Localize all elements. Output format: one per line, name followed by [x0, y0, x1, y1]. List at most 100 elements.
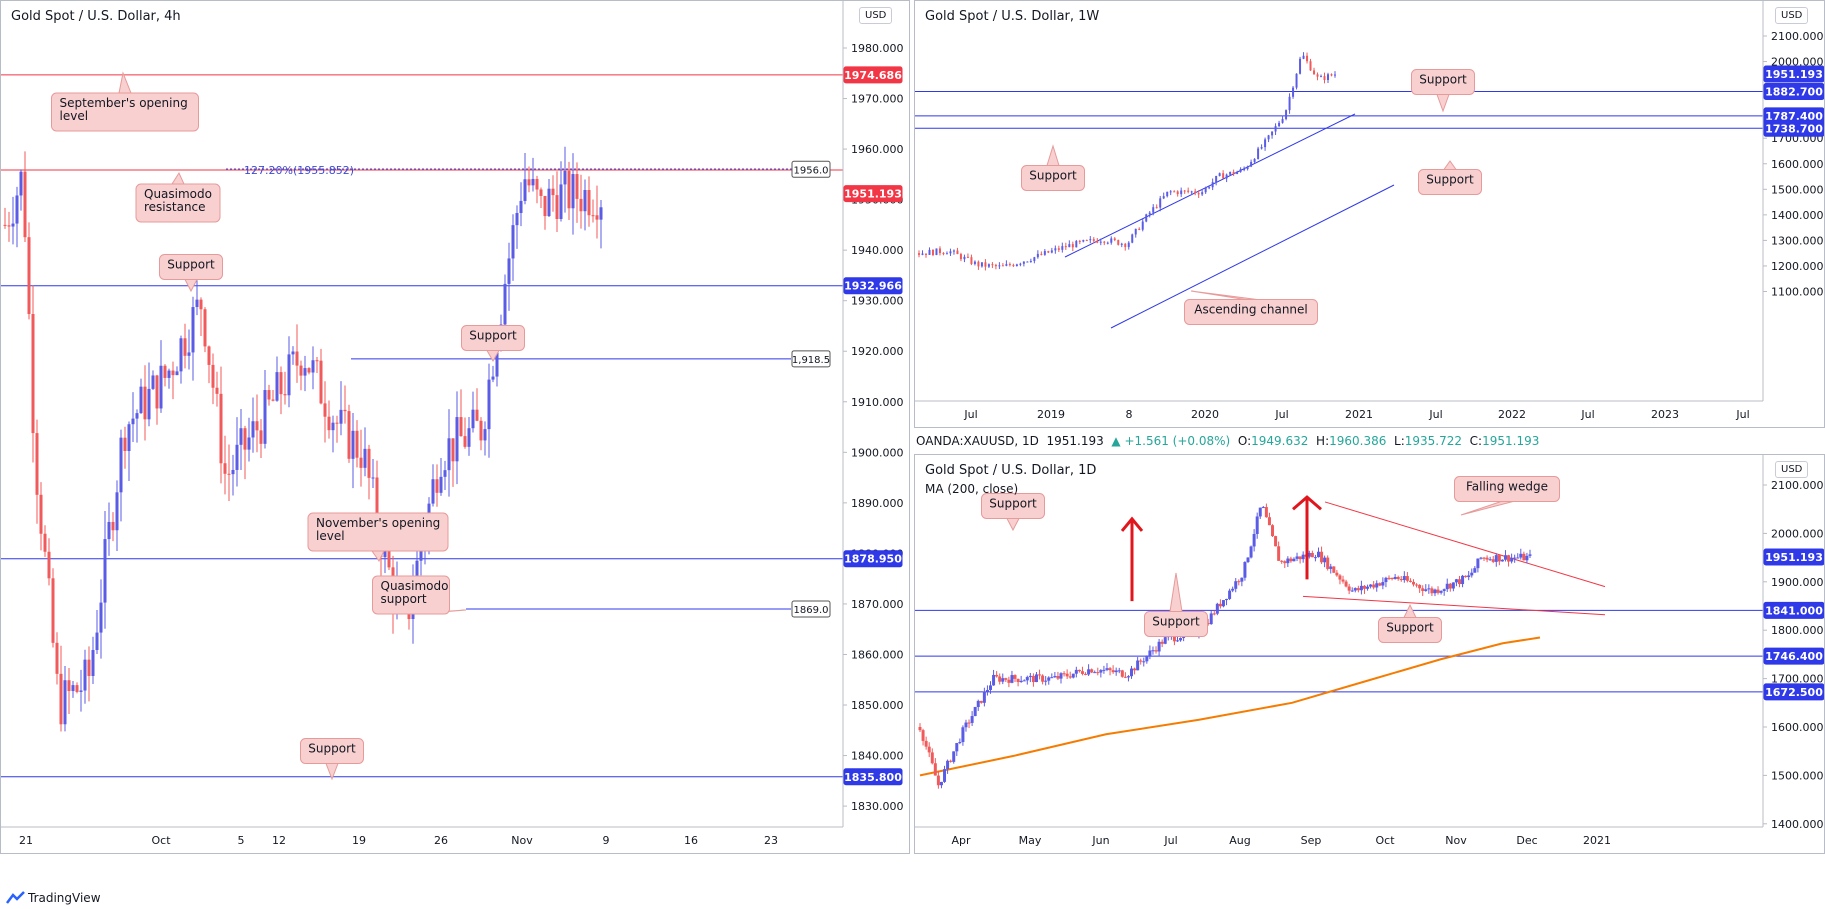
candle-1d-candle: [1396, 576, 1400, 579]
candle-1w-candle: [1155, 207, 1158, 209]
candle-1d-candle: [1255, 516, 1259, 534]
axis-4h-tick-label: 1860.000: [851, 648, 904, 661]
candle-1d-candle: [1034, 674, 1038, 683]
candle-1w-candle: [1145, 214, 1148, 222]
note-ascending-channel-pointer: [1190, 290, 1258, 300]
candle-4h-candle: [347, 411, 351, 459]
candle-1w-candle: [1183, 190, 1186, 192]
candle-4h-candle: [227, 473, 231, 475]
candle-1d-candle: [1053, 676, 1057, 678]
candle-1d-candle: [1366, 586, 1370, 589]
candle-4h-candle: [95, 632, 99, 651]
axis-1w-time-label: Jul: [1428, 408, 1442, 421]
candle-4h-candle: [79, 690, 83, 692]
candle-4h-candle: [575, 174, 579, 199]
candle-1w-candle: [1190, 191, 1193, 193]
candle-4h-candle: [219, 393, 223, 464]
candle-1d-candle: [1004, 678, 1008, 680]
axis-1d-time-label: Oct: [1375, 834, 1395, 847]
axis-1w-time-label: 2023: [1651, 408, 1679, 421]
candle-1d-candle: [949, 760, 953, 762]
candle-1d-candle: [1525, 555, 1529, 561]
candle-1w-candle: [956, 250, 959, 255]
candle-4h-candle: [103, 539, 107, 603]
axis-1w-time-label: Jul: [1274, 408, 1288, 421]
axis-1w-tick-label: 1100.000: [1771, 286, 1824, 299]
candle-1d-candle: [1001, 678, 1005, 682]
currency-button-4h[interactable]: USD: [859, 7, 893, 24]
note-falling-wedge-box: [1454, 476, 1560, 502]
candle-1d-candle: [1264, 507, 1268, 518]
candle-4h-candle: [111, 521, 115, 531]
candle-1d-candle: [1298, 556, 1302, 560]
axis-1w-time-label: 8: [1126, 408, 1133, 421]
tradingview-logo-icon: [6, 891, 25, 904]
candle-1w-candle: [945, 253, 948, 255]
axis-1w-time-label: Jul: [1735, 408, 1749, 421]
candle-4h-candle: [239, 428, 243, 445]
currency-button-1d[interactable]: USD: [1775, 461, 1809, 478]
candle-1d-candle: [1206, 623, 1210, 625]
candle-1d-candle: [1470, 572, 1474, 576]
axis-4h-tick-label: 1890.000: [851, 497, 904, 510]
last-price: 1951.193: [1046, 434, 1104, 448]
candle-1d-candle: [961, 727, 965, 743]
candle-4h-candle: [271, 399, 275, 401]
candle-4h-candle: [51, 578, 55, 643]
candle-4h-candle: [447, 438, 451, 471]
candle-1d-candle: [1163, 637, 1167, 644]
price-tag-1w: 1738.700: [1765, 122, 1823, 135]
candle-1w-candle: [1292, 87, 1295, 97]
candle-4h-candle: [375, 477, 379, 528]
note-sept-open: September's opening: [60, 96, 188, 110]
chart-panel-1w[interactable]: 2100.0002000.0001900.0001800.0001700.000…: [914, 0, 1825, 428]
chart-4h-canvas[interactable]: 127.20%(1955.852) 1980.000 1970.000 1960.00…: [1, 1, 910, 854]
candle-1w-candle: [1180, 190, 1183, 195]
candle-4h-candle: [543, 195, 547, 217]
price-tag-1d: 1746.400: [1765, 650, 1823, 663]
candle-4h-candle: [475, 409, 479, 421]
note-qm-resistance: resistance: [144, 200, 206, 214]
candle-4h-candle: [167, 370, 171, 378]
candle-1w-candle: [1033, 257, 1036, 262]
chart-title-4h: Gold Spot / U.S. Dollar, 4h: [11, 9, 181, 24]
axis-1d-tick-label: 1500.000: [1771, 769, 1824, 782]
candle-1w-candle: [918, 253, 920, 255]
chart-panel-1d[interactable]: 2100.000 2000.000 1900.000 1800.000 1700.000…: [914, 454, 1825, 854]
candle-1w-candle: [1005, 264, 1008, 266]
price-tag-4h: 1,918.5: [792, 355, 830, 366]
chart-1d-canvas[interactable]: 2100.000 2000.000 1900.000 1800.000 1700.000…: [915, 455, 1825, 854]
candle-1d-candle: [1062, 673, 1066, 675]
candle-4h-candle: [527, 179, 531, 186]
price-tag-1w-bg: [1763, 83, 1824, 101]
currency-button-1w[interactable]: USD: [1775, 7, 1809, 24]
candle-1d-candle: [1038, 674, 1042, 676]
candle-1w-candle: [1127, 242, 1130, 248]
chart-1w-canvas[interactable]: 2100.0002000.0001900.0001800.0001700.000…: [915, 1, 1825, 428]
candle-4h-candle: [207, 346, 211, 365]
axis-4h-tick-label: 1840.000: [851, 750, 904, 763]
candle-1d-candle: [1157, 641, 1161, 652]
candle-1w-candle: [1169, 191, 1172, 193]
candle-1d-candle: [958, 742, 962, 744]
candle-1d-candle: [921, 730, 925, 741]
candle-1d-candle: [1402, 576, 1406, 581]
price-tag-4h: 1951.193: [844, 188, 902, 201]
chart-panel-4h[interactable]: 127.20%(1955.852) 1980.000 1970.000 1960.00…: [0, 0, 910, 854]
candle-1d-candle: [939, 781, 943, 786]
axis-4h-tick-label: 1910.000: [851, 396, 904, 409]
candle-1w-candle: [1264, 139, 1267, 148]
note-support-1w-1882-pointer: [1436, 94, 1450, 113]
candle-1d-candle: [1090, 669, 1094, 673]
axis-4h-tick-label: 1930.000: [851, 295, 904, 308]
candle-1w-candle: [1173, 191, 1176, 193]
axis-4h-price-axis: [843, 1, 909, 853]
candle-1w-candle: [1141, 221, 1144, 230]
candle-4h-candle: [83, 659, 87, 691]
candle-1d-candle: [1056, 676, 1060, 679]
candle-1w-candle: [1197, 193, 1200, 195]
note-sept-open-pointer: [118, 71, 132, 94]
candle-1d-candle: [1467, 575, 1471, 578]
candle-1d-candle: [1267, 517, 1271, 526]
candle-1w-candle: [1278, 122, 1281, 127]
